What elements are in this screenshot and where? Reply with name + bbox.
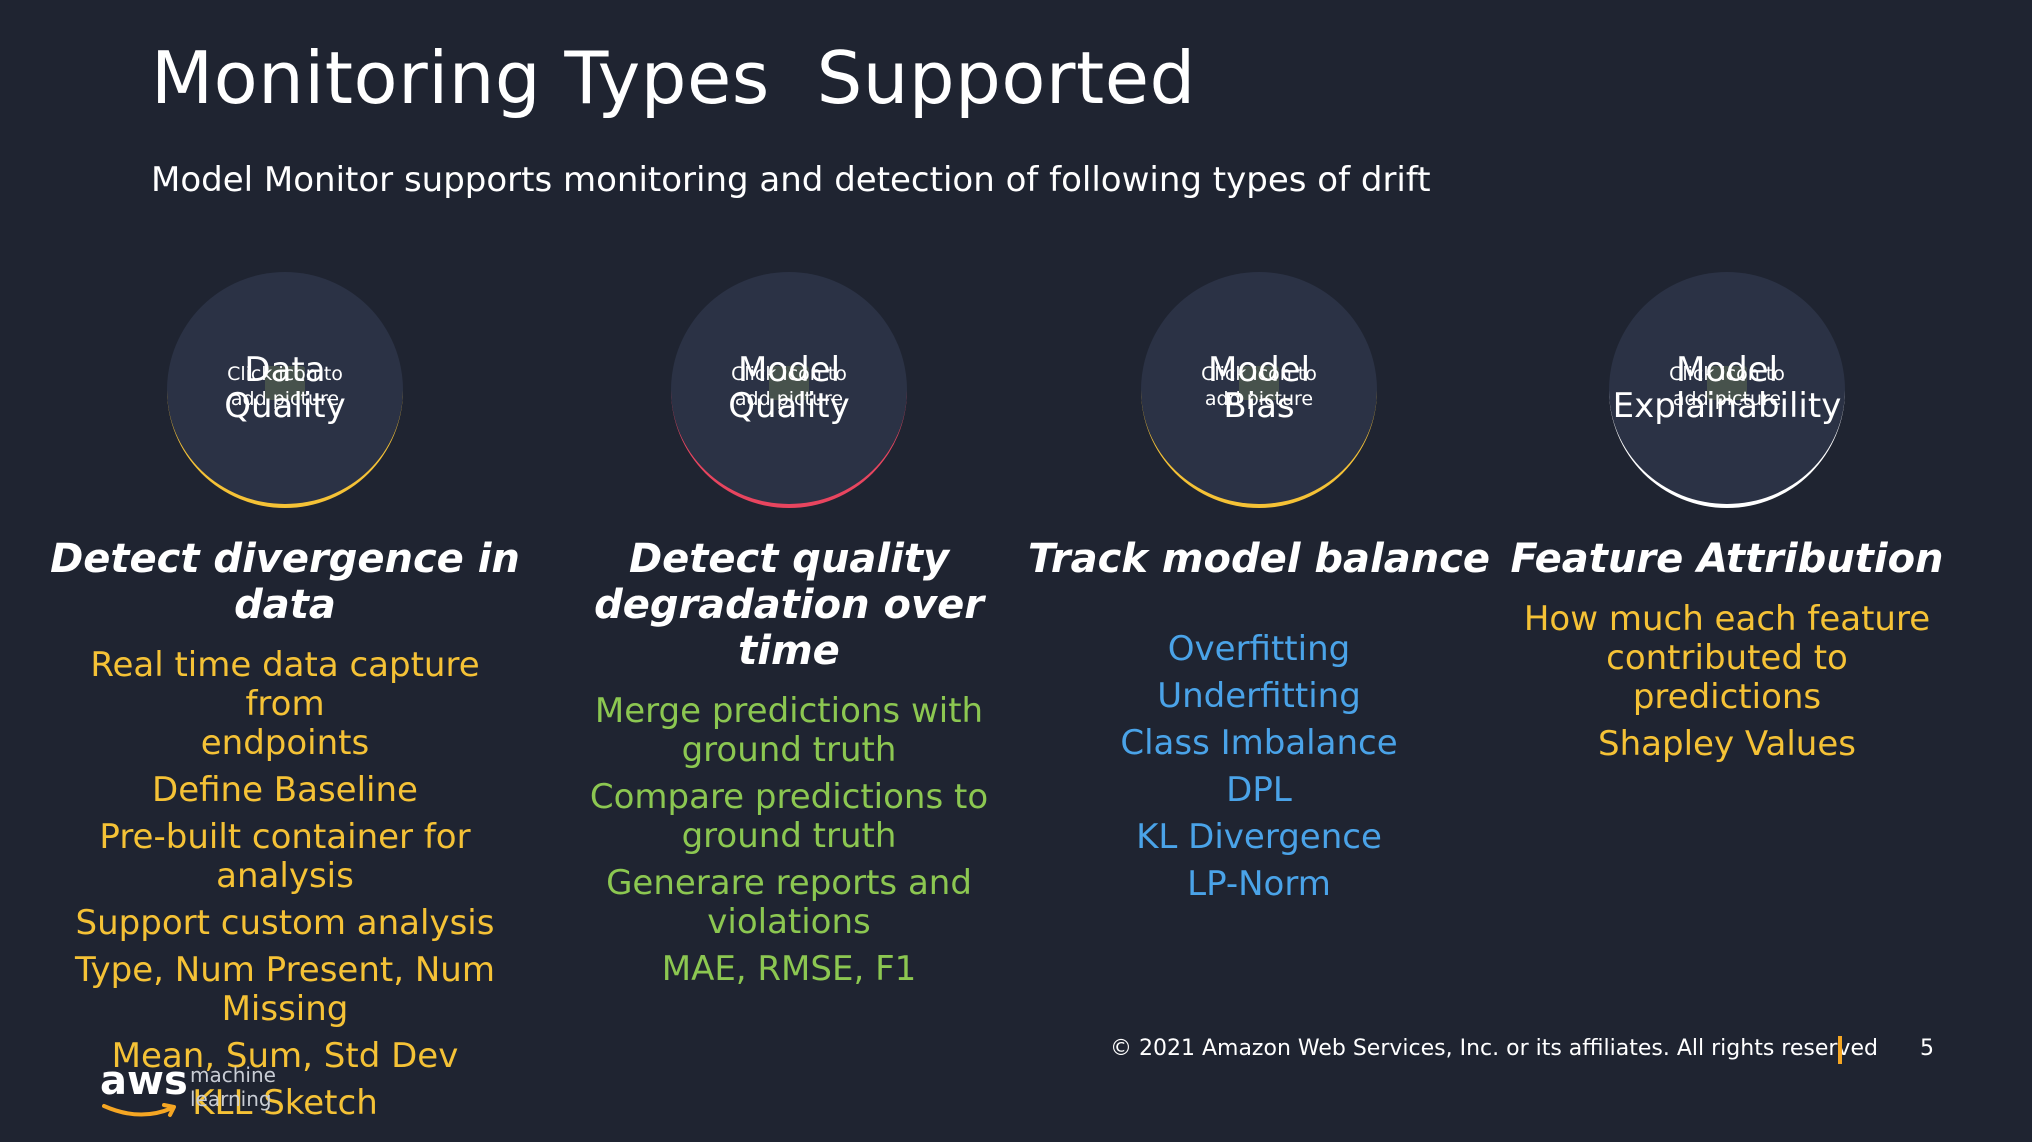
placeholder-text[interactable]: Click icon to add picture	[731, 363, 847, 410]
item-list: How much each feature contributed to pre…	[1524, 600, 1930, 772]
list-item: MAE, RMSE, F1	[661, 949, 917, 989]
circle-label: Model Explainability	[1612, 350, 1842, 426]
column-model-explainability: Model Explainability Click icon to add p…	[1492, 272, 1962, 772]
column-data-quality: Data Quality Click icon to add picture D…	[50, 272, 520, 1131]
list-item: Mean, Sum, Std Dev	[111, 1036, 459, 1076]
list-item: KL Divergence	[1136, 817, 1382, 857]
circle-label: Model Bias	[1207, 350, 1311, 426]
list-item: Support custom analysis	[75, 903, 495, 943]
aws-smile-icon	[102, 1103, 176, 1117]
list-item: Pre-built container for analysis	[99, 817, 471, 896]
placeholder-text[interactable]: Click icon to add picture	[227, 363, 343, 410]
copyright-text: © 2021 Amazon Web Services, Inc. or its …	[1110, 1036, 1878, 1061]
column-model-bias: Model Bias Click icon to add picture Tra…	[1024, 272, 1494, 912]
list-item: Merge predictions with ground truth	[594, 691, 984, 770]
circle-label: Model Quality	[728, 350, 850, 426]
picture-icon[interactable]	[1707, 366, 1747, 400]
placeholder-text[interactable]: Click icon to add picture	[1669, 363, 1785, 410]
column-heading: Feature Attribution	[1510, 536, 1944, 582]
slide-subtitle: Model Monitor supports monitoring and de…	[151, 160, 1431, 200]
list-item: Class Imbalance	[1120, 723, 1398, 763]
list-item: KLL Sketch	[192, 1083, 378, 1123]
list-item: Overfitting	[1167, 629, 1351, 669]
list-item: Shapley Values	[1598, 724, 1856, 764]
picture-icon[interactable]	[769, 366, 809, 400]
page-number: 5	[1920, 1036, 1934, 1061]
logo-subtext: machine learning	[190, 1063, 276, 1111]
picture-icon[interactable]	[265, 366, 305, 400]
item-list: Merge predictions with ground truth Comp…	[590, 692, 988, 997]
picture-placeholder-circle[interactable]: Model Bias Click icon to add picture	[1141, 272, 1377, 508]
item-list: Real time data capture from endpoints De…	[50, 646, 520, 1131]
placeholder-text[interactable]: Click icon to add picture	[1201, 363, 1317, 410]
picture-icon[interactable]	[1239, 366, 1279, 400]
list-item: Generare reports and violations	[606, 863, 972, 942]
item-list: Overfitting Underfitting Class Imbalance…	[1120, 630, 1397, 912]
column-model-quality: Model Quality Click icon to add picture …	[554, 272, 1024, 997]
circle-label: Data Quality	[224, 350, 346, 426]
column-heading: Detect quality degradation over time	[594, 536, 984, 674]
list-item: LP-Norm	[1187, 864, 1331, 904]
list-item: DPL	[1226, 770, 1292, 810]
list-item: Underfitting	[1157, 676, 1361, 716]
list-item: How much each feature contributed to pre…	[1523, 599, 1931, 717]
list-item: Compare predictions to ground truth	[589, 777, 989, 856]
footer-divider	[1838, 1036, 1842, 1064]
list-item: Type, Num Present, Num Missing	[75, 950, 495, 1029]
picture-placeholder-circle[interactable]: Model Quality Click icon to add picture	[671, 272, 907, 508]
list-item: Define Baseline	[152, 770, 418, 810]
aws-machine-learning-logo: aws machine learning	[100, 1058, 290, 1128]
logo-wordmark: aws	[100, 1058, 188, 1104]
column-heading: Track model balance	[1027, 536, 1491, 582]
picture-placeholder-circle[interactable]: Model Explainability Click icon to add p…	[1609, 272, 1845, 508]
column-heading: Detect divergence in data	[50, 536, 520, 628]
slide-title: Monitoring Types Supported	[151, 36, 1196, 120]
picture-placeholder-circle[interactable]: Data Quality Click icon to add picture	[167, 272, 403, 508]
list-item: Real time data capture from endpoints	[90, 645, 480, 763]
